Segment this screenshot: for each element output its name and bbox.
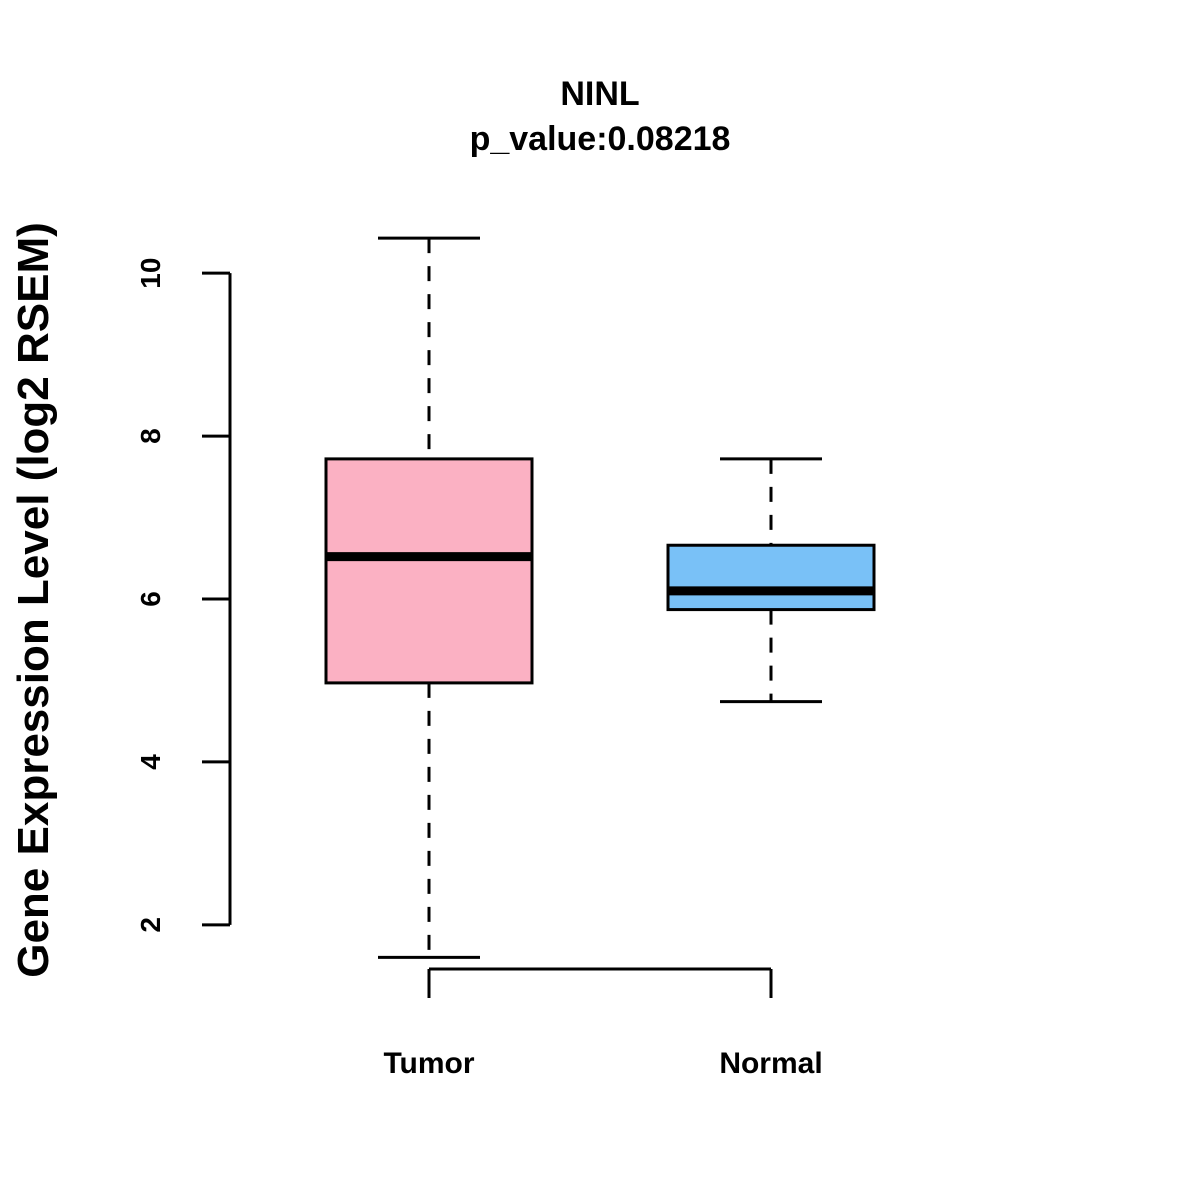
boxes-group [324, 236, 876, 959]
chart-title: NINL [560, 75, 639, 113]
y-tick-label-10: 10 [135, 258, 166, 289]
x-tick-label-normal: Normal [719, 1047, 822, 1080]
normal-iqr-box [666, 543, 876, 612]
tumor-iqr-box [324, 457, 534, 685]
y-axis-label: Gene Expression Level (log2 RSEM) [9, 222, 58, 978]
y-tick-label-6: 6 [135, 591, 166, 607]
x-axis: Tumor Normal [383, 967, 823, 1080]
y-tick-label-4: 4 [135, 754, 166, 770]
y-axis: 2 4 6 8 10 [135, 258, 232, 933]
x-tick-label-tumor: Tumor [383, 1047, 474, 1080]
chart-subtitle: p_value:0.08218 [470, 120, 731, 158]
y-tick-label-8: 8 [135, 428, 166, 444]
box-normal [666, 457, 876, 704]
y-tick-label-2: 2 [135, 917, 166, 933]
box-tumor [324, 236, 534, 959]
